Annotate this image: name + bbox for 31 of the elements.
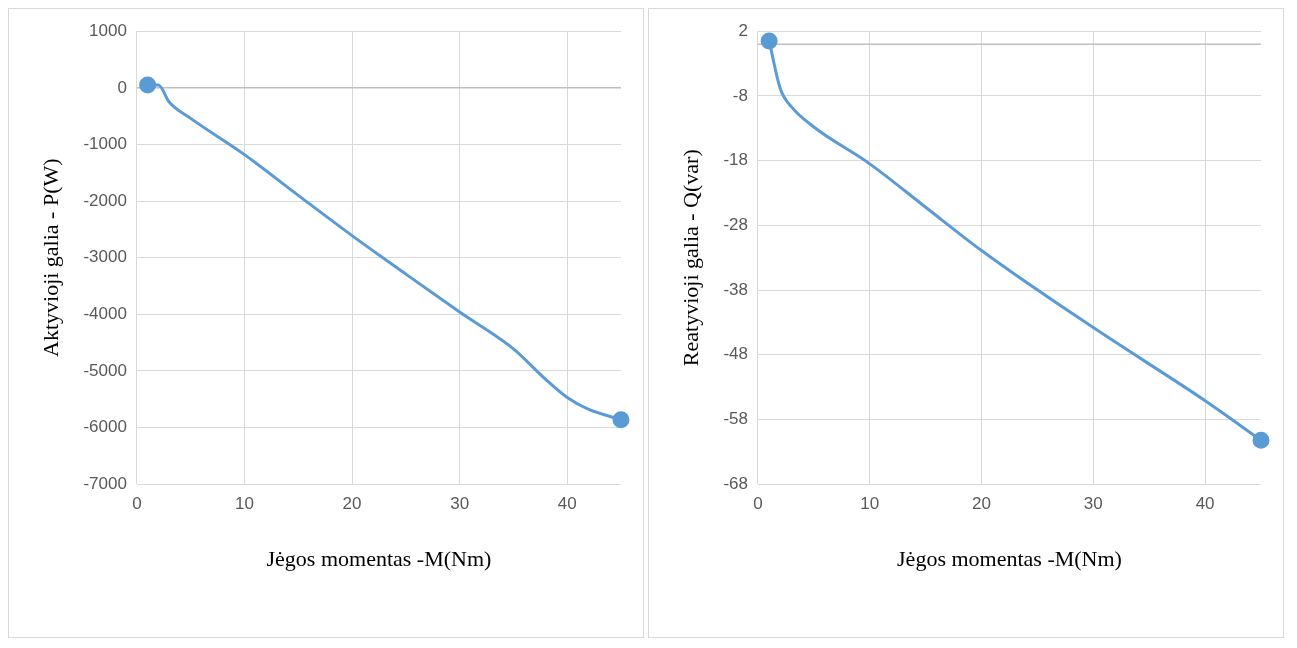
y-tick-label: 1000 xyxy=(89,20,127,40)
y-tick-label: -18 xyxy=(723,150,748,170)
x-tick-label: 40 xyxy=(557,494,577,514)
x-axis-title: Jėgos momentas -M(Nm) xyxy=(266,545,492,571)
x-tick-label: 10 xyxy=(235,494,254,514)
y-tick-label: -8 xyxy=(732,85,748,105)
y-tick-label: -58 xyxy=(723,409,748,429)
x-tick-label: 0 xyxy=(132,494,142,514)
y-axis-title: Reatyvioji galia - Q(var) xyxy=(677,149,703,367)
y-tick-label: 0 xyxy=(117,77,127,97)
y-tick-label: -38 xyxy=(723,279,748,299)
y-tick-label: -28 xyxy=(723,215,748,235)
x-tick-label: 20 xyxy=(342,494,362,514)
x-tick-label: 30 xyxy=(1083,494,1103,514)
y-tick-label: 2 xyxy=(738,20,748,40)
x-tick-label: 40 xyxy=(1195,494,1215,514)
x-tick-label: 20 xyxy=(972,494,991,514)
y-tick-label: -68 xyxy=(723,473,748,493)
y-tick-label: -48 xyxy=(723,344,748,364)
y-axis-title: Aktyvioji galia - P(W) xyxy=(37,158,63,357)
y-tick-label: -7000 xyxy=(83,473,127,493)
y-tick-label: -6000 xyxy=(83,417,127,437)
x-tick-label: 10 xyxy=(860,494,880,514)
y-tick-label: -4000 xyxy=(83,304,127,324)
x-tick-label: 30 xyxy=(450,494,470,514)
y-tick-label: -5000 xyxy=(83,360,127,380)
x-tick-label: 0 xyxy=(753,494,763,514)
x-axis-title: Jėgos momentas -M(Nm) xyxy=(897,545,1122,571)
y-tick-label: -3000 xyxy=(83,247,127,267)
y-tick-label: -2000 xyxy=(83,190,127,210)
y-tick-label: -1000 xyxy=(83,134,127,154)
